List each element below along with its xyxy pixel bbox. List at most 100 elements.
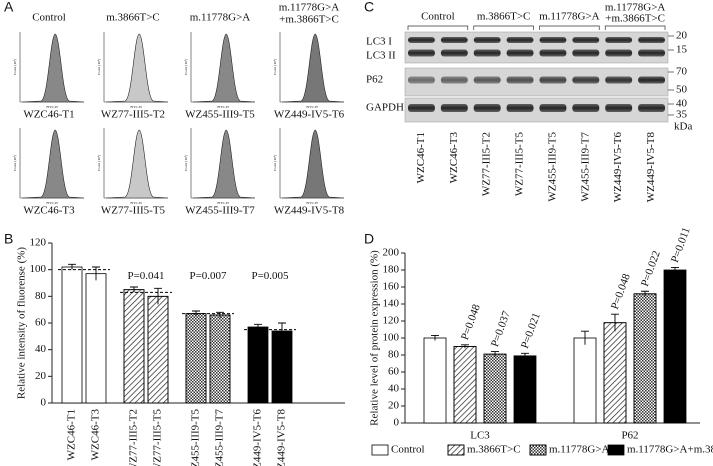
p-value: P=0.048 [609,272,633,311]
y-tick-label: 60 [35,317,47,329]
error-bar [491,351,499,357]
x-tick-label: WZ455-III9-T5 [190,409,202,466]
bar [573,337,597,424]
histogram-y-label: Count (10³) [273,154,277,171]
error-bar [671,267,679,273]
error-bar [431,335,439,341]
band [440,76,468,84]
panel-letter: A [4,0,14,15]
group-bracket [539,25,600,30]
x-tick-label: WZC46-T3 [90,409,102,461]
band [638,37,665,43]
sample-label: WZC46-T1 [23,109,74,121]
error-bar [641,290,649,297]
histogram-peak [21,33,85,103]
y-tick-label: 40 [35,343,47,355]
bar [85,273,107,404]
legend-label: m.11778G>A [549,444,610,456]
p-value: P=0.048 [459,302,483,341]
error-bar [130,286,138,293]
legend-pattern [529,444,547,456]
x-tick-label: WZ449-IV5-T6 [252,409,264,466]
band [408,104,435,112]
histogram-peak [105,129,169,199]
bar [663,269,687,424]
x-tick-label: LC3 [470,430,490,442]
band [605,104,633,112]
bar [513,355,537,424]
histogram-peak [192,33,256,103]
histogram-x-label: FITC-H [217,105,229,109]
p-value: P=0.011 [669,226,693,265]
marker-label: 20 [676,30,688,42]
group-label: m.11778G>A [605,2,666,14]
y-axis-label: Relative intensity of fluorense (%) [16,247,28,399]
error-bar [192,310,200,317]
legend-pattern [447,444,465,456]
legend-swatch [607,444,625,456]
lane-label: WZC46-T3 [448,132,460,184]
histogram-x-label: FITC-H [306,201,318,205]
x-tick-label: WZ455-III9-T7 [214,409,226,466]
x-tick-label: P62 [621,430,638,442]
histogram-peak [105,33,169,103]
column-header: m.11778G>A [190,12,251,24]
y-tick-label: 100 [383,332,400,344]
bar-pattern [483,353,507,424]
error-bar [254,323,262,330]
histogram-peak [21,129,85,199]
histogram-y-label: Count (10³) [184,154,188,171]
y-tick-label: 20 [35,370,47,382]
row-label: P62 [366,74,383,86]
sample-label: WZ77-III5-T5 [101,205,166,217]
blot [404,31,669,64]
histogram-x-label: FITC-H [306,105,318,109]
group-label: Control [421,11,455,23]
y-tick-label: 60 [388,366,400,378]
histogram-x-label: FITC-H [46,105,58,109]
y-tick-label: 120 [30,237,47,249]
row-label: LC3 I [366,36,392,48]
marker-label: 70 [676,66,688,78]
group-label: m.3866T>C [477,11,531,23]
group-label: +m.3866T>C [605,13,665,25]
band [539,37,567,43]
band [408,37,435,43]
y-tick-label: 20 [388,400,400,412]
p-value: P=0.022 [639,249,663,288]
histogram-y-label: Count (10³) [13,154,17,171]
legend-label: m.11778G>A+m.3866T>C [627,444,713,456]
band [473,37,501,43]
histogram-y-label: Count (10³) [184,58,188,75]
bar-pattern [185,313,207,404]
p-value: P=0.021 [519,311,543,350]
band [473,76,501,84]
sample-label: WZ449-IV5-T8 [274,205,345,217]
band [605,49,633,57]
lane-label: WZ77-III5-T5 [514,132,526,197]
sample-label: WZ455-III9-T5 [185,109,255,121]
column-header: +m.3866T>C [279,14,339,26]
error-bar [68,263,76,270]
bar-pattern [147,295,169,404]
y-tick-label: 80 [388,349,400,361]
group-bracket [407,25,469,30]
row-label: GAPDH [366,102,404,114]
histogram-y-label: Count (10³) [273,58,277,75]
bar-pattern [453,346,477,424]
histogram-x-label: FITC-H [217,201,229,205]
error-bar [611,313,619,332]
band [506,104,534,112]
lane-label: WZ455-III9-T7 [579,132,591,202]
band [572,37,600,43]
lane-label: WZ455-III9-T5 [546,132,558,202]
y-tick-label: 80 [35,290,47,302]
group-label: m.11778G>A [539,11,600,23]
bar-pattern [603,322,627,424]
sample-label: WZ449-IV5-T6 [274,109,345,121]
x-tick-label: WZC46-T1 [66,409,78,460]
column-header: m.11778G>A [279,2,340,14]
band [506,37,534,43]
